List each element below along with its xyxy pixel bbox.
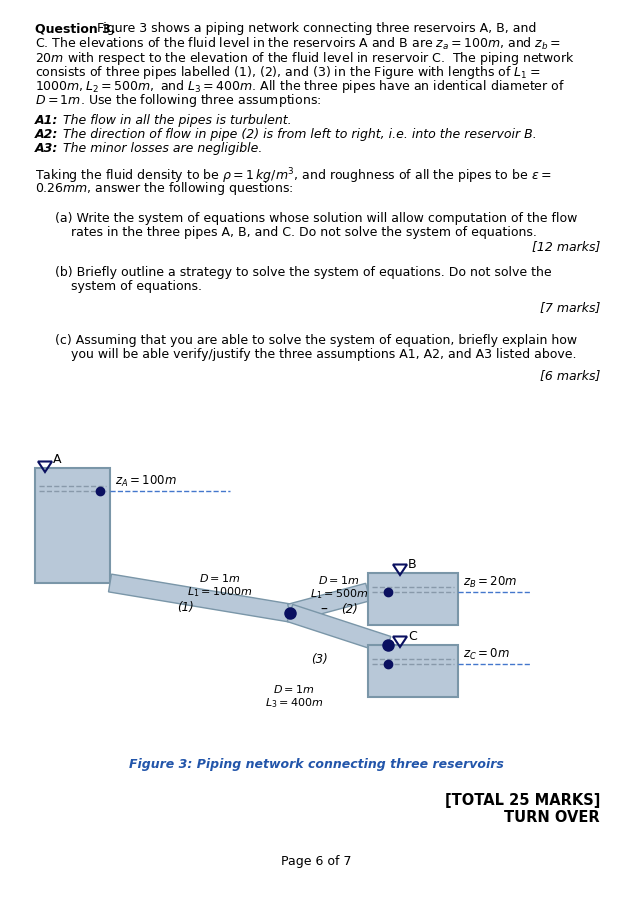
- Text: (2): (2): [341, 604, 357, 616]
- Text: $L_1 = 1000m$: $L_1 = 1000m$: [187, 585, 253, 599]
- Text: TURN OVER: TURN OVER: [504, 810, 600, 825]
- Text: C: C: [408, 630, 416, 643]
- Text: Figure 3 shows a piping network connecting three reservoirs A, B, and: Figure 3 shows a piping network connecti…: [97, 22, 537, 35]
- Text: $0.26mm$, answer the following questions:: $0.26mm$, answer the following questions…: [35, 180, 293, 197]
- Bar: [368, 573, 458, 625]
- Text: The flow in all the pipes is turbulent.: The flow in all the pipes is turbulent.: [59, 114, 291, 127]
- Text: [7 marks]: [7 marks]: [540, 301, 600, 314]
- Text: C. The elevations of the fluid level in the reservoirs A and B are $z_a = 100m$,: C. The elevations of the fluid level in …: [35, 36, 561, 52]
- Text: (c) Assuming that you are able to solve the system of equation, briefly explain : (c) Assuming that you are able to solve …: [55, 334, 577, 347]
- Bar: [368, 645, 458, 697]
- Text: The direction of flow in pipe (2) is from left to right, i.e. into the reservoir: The direction of flow in pipe (2) is fro…: [59, 128, 537, 141]
- Text: (b) Briefly outline a strategy to solve the system of equations. Do not solve th: (b) Briefly outline a strategy to solve …: [55, 266, 552, 279]
- Text: (a) Write the system of equations whose solution will allow computation of the f: (a) Write the system of equations whose …: [55, 212, 578, 225]
- Text: $z_B = 20m$: $z_B = 20m$: [463, 575, 517, 590]
- Text: $z_C = 0m$: $z_C = 0m$: [463, 647, 510, 662]
- Text: Page 6 of 7: Page 6 of 7: [281, 855, 351, 868]
- Text: [12 marks]: [12 marks]: [532, 240, 600, 253]
- Text: system of equations.: system of equations.: [71, 280, 202, 293]
- Text: (3): (3): [310, 652, 327, 666]
- Text: $L_1 = 500m$: $L_1 = 500m$: [310, 588, 368, 601]
- Text: Taking the fluid density to be $\rho = 1\,kg/m^3$, and roughness of all the pipe: Taking the fluid density to be $\rho = 1…: [35, 166, 552, 186]
- Text: $D = 1m$: $D = 1m$: [273, 683, 315, 695]
- Text: (1): (1): [176, 602, 193, 614]
- Text: $20m$ with respect to the elevation of the fluid level in reservoir C.  The pipi: $20m$ with respect to the elevation of t…: [35, 50, 575, 67]
- Text: [TOTAL 25 MARKS]: [TOTAL 25 MARKS]: [445, 793, 600, 808]
- Polygon shape: [288, 583, 370, 622]
- Text: The minor losses are negligible.: The minor losses are negligible.: [59, 142, 262, 155]
- Text: $z_A = 100m$: $z_A = 100m$: [115, 474, 177, 489]
- Polygon shape: [287, 605, 391, 654]
- Text: you will be able verify/justify the three assumptions A1, A2, and A3 listed abov: you will be able verify/justify the thre…: [71, 348, 576, 361]
- Text: A2:: A2:: [35, 128, 58, 141]
- Text: –: –: [320, 603, 327, 617]
- Text: A1:: A1:: [35, 114, 58, 127]
- Text: Question 3.: Question 3.: [35, 22, 116, 35]
- Text: $D = 1m$: $D = 1m$: [199, 572, 241, 584]
- Polygon shape: [109, 574, 291, 622]
- Text: A: A: [53, 453, 61, 466]
- Text: consists of three pipes labelled (1), (2), and (3) in the Figure with lengths of: consists of three pipes labelled (1), (2…: [35, 64, 540, 81]
- Text: $D = 1m$: $D = 1m$: [319, 574, 360, 586]
- Text: [6 marks]: [6 marks]: [540, 369, 600, 382]
- Text: $D = 1m$. Use the following three assumptions:: $D = 1m$. Use the following three assump…: [35, 92, 321, 109]
- Text: B: B: [408, 558, 416, 571]
- Text: A3:: A3:: [35, 142, 58, 155]
- Text: $1000m, L_2 = 500m,$ and $L_3 = 400m$. All the three pipes have an identical dia: $1000m, L_2 = 500m,$ and $L_3 = 400m$. A…: [35, 78, 565, 95]
- Text: rates in the three pipes A, B, and C. Do not solve the system of equations.: rates in the three pipes A, B, and C. Do…: [71, 226, 537, 239]
- Text: $L_3 = 400m$: $L_3 = 400m$: [265, 696, 323, 710]
- Text: Figure 3: Piping network connecting three reservoirs: Figure 3: Piping network connecting thre…: [128, 758, 504, 771]
- Bar: [35, 468, 110, 583]
